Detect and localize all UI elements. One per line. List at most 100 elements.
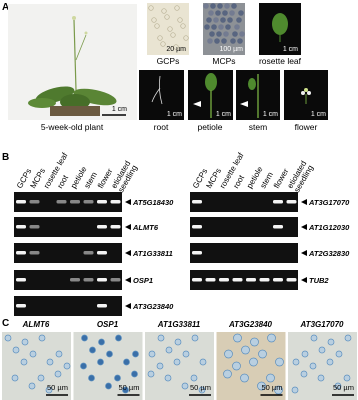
band <box>192 200 202 204</box>
band <box>70 200 80 204</box>
flower-photo: 1 cm <box>284 70 328 120</box>
arrow <box>125 303 131 309</box>
scale-label: 1 cm <box>263 111 278 118</box>
band <box>273 225 283 229</box>
band <box>192 251 202 255</box>
arrow <box>125 224 131 230</box>
stain-image: AT3G23840 50 µm <box>216 320 286 400</box>
gel-strip <box>14 296 122 316</box>
panel-label: C <box>2 318 9 329</box>
gel-strip <box>190 192 298 212</box>
gel-strip <box>14 270 122 290</box>
band <box>97 200 107 204</box>
gel-strip <box>14 217 122 237</box>
band <box>16 225 26 229</box>
gene-label: AT1G33811 <box>132 249 173 258</box>
gene-label: AT5G18430 <box>132 198 174 207</box>
stem-photo: 1 cm <box>236 70 280 120</box>
gene-label: ALMT6 <box>22 320 50 329</box>
gene-label: TUB2 <box>309 276 329 285</box>
caption: petiole <box>197 122 222 132</box>
band <box>97 304 107 308</box>
gene-label: OSP1 <box>133 276 153 285</box>
scale-label: 100 µm <box>220 46 244 53</box>
scale-label: 50 µm <box>190 383 211 392</box>
band <box>219 278 229 282</box>
gene-label: AT3G23840 <box>228 320 273 329</box>
arrow <box>125 250 131 256</box>
band <box>83 251 94 255</box>
caption: rosette leaf <box>259 56 302 66</box>
gene-label: AT3G17070 <box>300 320 345 329</box>
gel-strip <box>190 270 298 290</box>
band <box>16 304 26 308</box>
scale-label: 1 cm <box>311 111 326 118</box>
root-photo: 1 cm <box>139 70 184 120</box>
gel-strip <box>190 243 298 263</box>
band <box>29 225 40 229</box>
plant-photo: 1 cm <box>8 4 137 120</box>
photo-bg <box>288 332 357 400</box>
band <box>97 251 107 255</box>
band <box>56 200 67 204</box>
band <box>246 278 256 282</box>
band <box>273 200 283 204</box>
photo-bg <box>2 332 71 400</box>
stain-image: AT1G33811 50 µm <box>145 320 214 400</box>
lane-label: etiolatedseedling <box>109 159 139 194</box>
band <box>205 278 216 282</box>
gene-label: AT3G23840 <box>132 302 174 311</box>
scale-label: 1 cm <box>283 46 298 53</box>
lane-label: etiolatedseedling <box>285 159 315 194</box>
caption: flower <box>295 122 318 132</box>
caption: GCPs <box>157 56 180 66</box>
band <box>97 278 107 282</box>
arrow <box>301 224 307 230</box>
caption: MCPs <box>212 56 235 66</box>
panel-label: A <box>2 2 9 13</box>
gene-label: AT1G12030 <box>308 223 350 232</box>
gel-strip <box>190 217 298 237</box>
scale-label: 1 cm <box>167 111 182 118</box>
petiole-photo: 1 cm <box>188 70 233 120</box>
gene-label: AT1G33811 <box>157 320 201 329</box>
band <box>110 278 121 282</box>
scale-label: 50 µm <box>262 383 283 392</box>
gene-label: AT2G32830 <box>308 249 350 258</box>
arrow <box>125 277 131 283</box>
band <box>29 251 40 255</box>
gel-strip <box>14 243 122 263</box>
caption: 5-week-old plant <box>41 122 104 132</box>
band <box>273 278 283 282</box>
band <box>110 200 121 204</box>
gene-label: OSP1 <box>97 320 119 329</box>
gcps-photo: 20 µm <box>147 3 189 55</box>
band <box>16 251 26 255</box>
arrow <box>301 277 307 283</box>
arrow <box>125 199 131 205</box>
band <box>286 200 297 204</box>
band <box>70 278 80 282</box>
leaf-photo: 1 cm <box>259 3 301 55</box>
gene-label: AT3G17070 <box>308 198 350 207</box>
band <box>192 278 202 282</box>
caption: stem <box>249 122 267 132</box>
band <box>97 225 107 229</box>
band <box>110 225 121 229</box>
band <box>192 225 202 229</box>
panel-label: B <box>2 152 9 163</box>
scale-label: 1 cm <box>216 111 231 118</box>
mcps-photo: 100 µm <box>203 3 245 55</box>
band <box>16 200 26 204</box>
stain-image: AT3G17070 50 µm <box>288 320 357 400</box>
band <box>29 200 40 204</box>
scale-label: 1 cm <box>112 106 127 113</box>
scale-label: 20 µm <box>166 46 186 53</box>
band <box>83 200 94 204</box>
arrow <box>301 250 307 256</box>
scale-label: 50 µm <box>119 383 140 392</box>
band <box>83 278 94 282</box>
arrow <box>301 199 307 205</box>
